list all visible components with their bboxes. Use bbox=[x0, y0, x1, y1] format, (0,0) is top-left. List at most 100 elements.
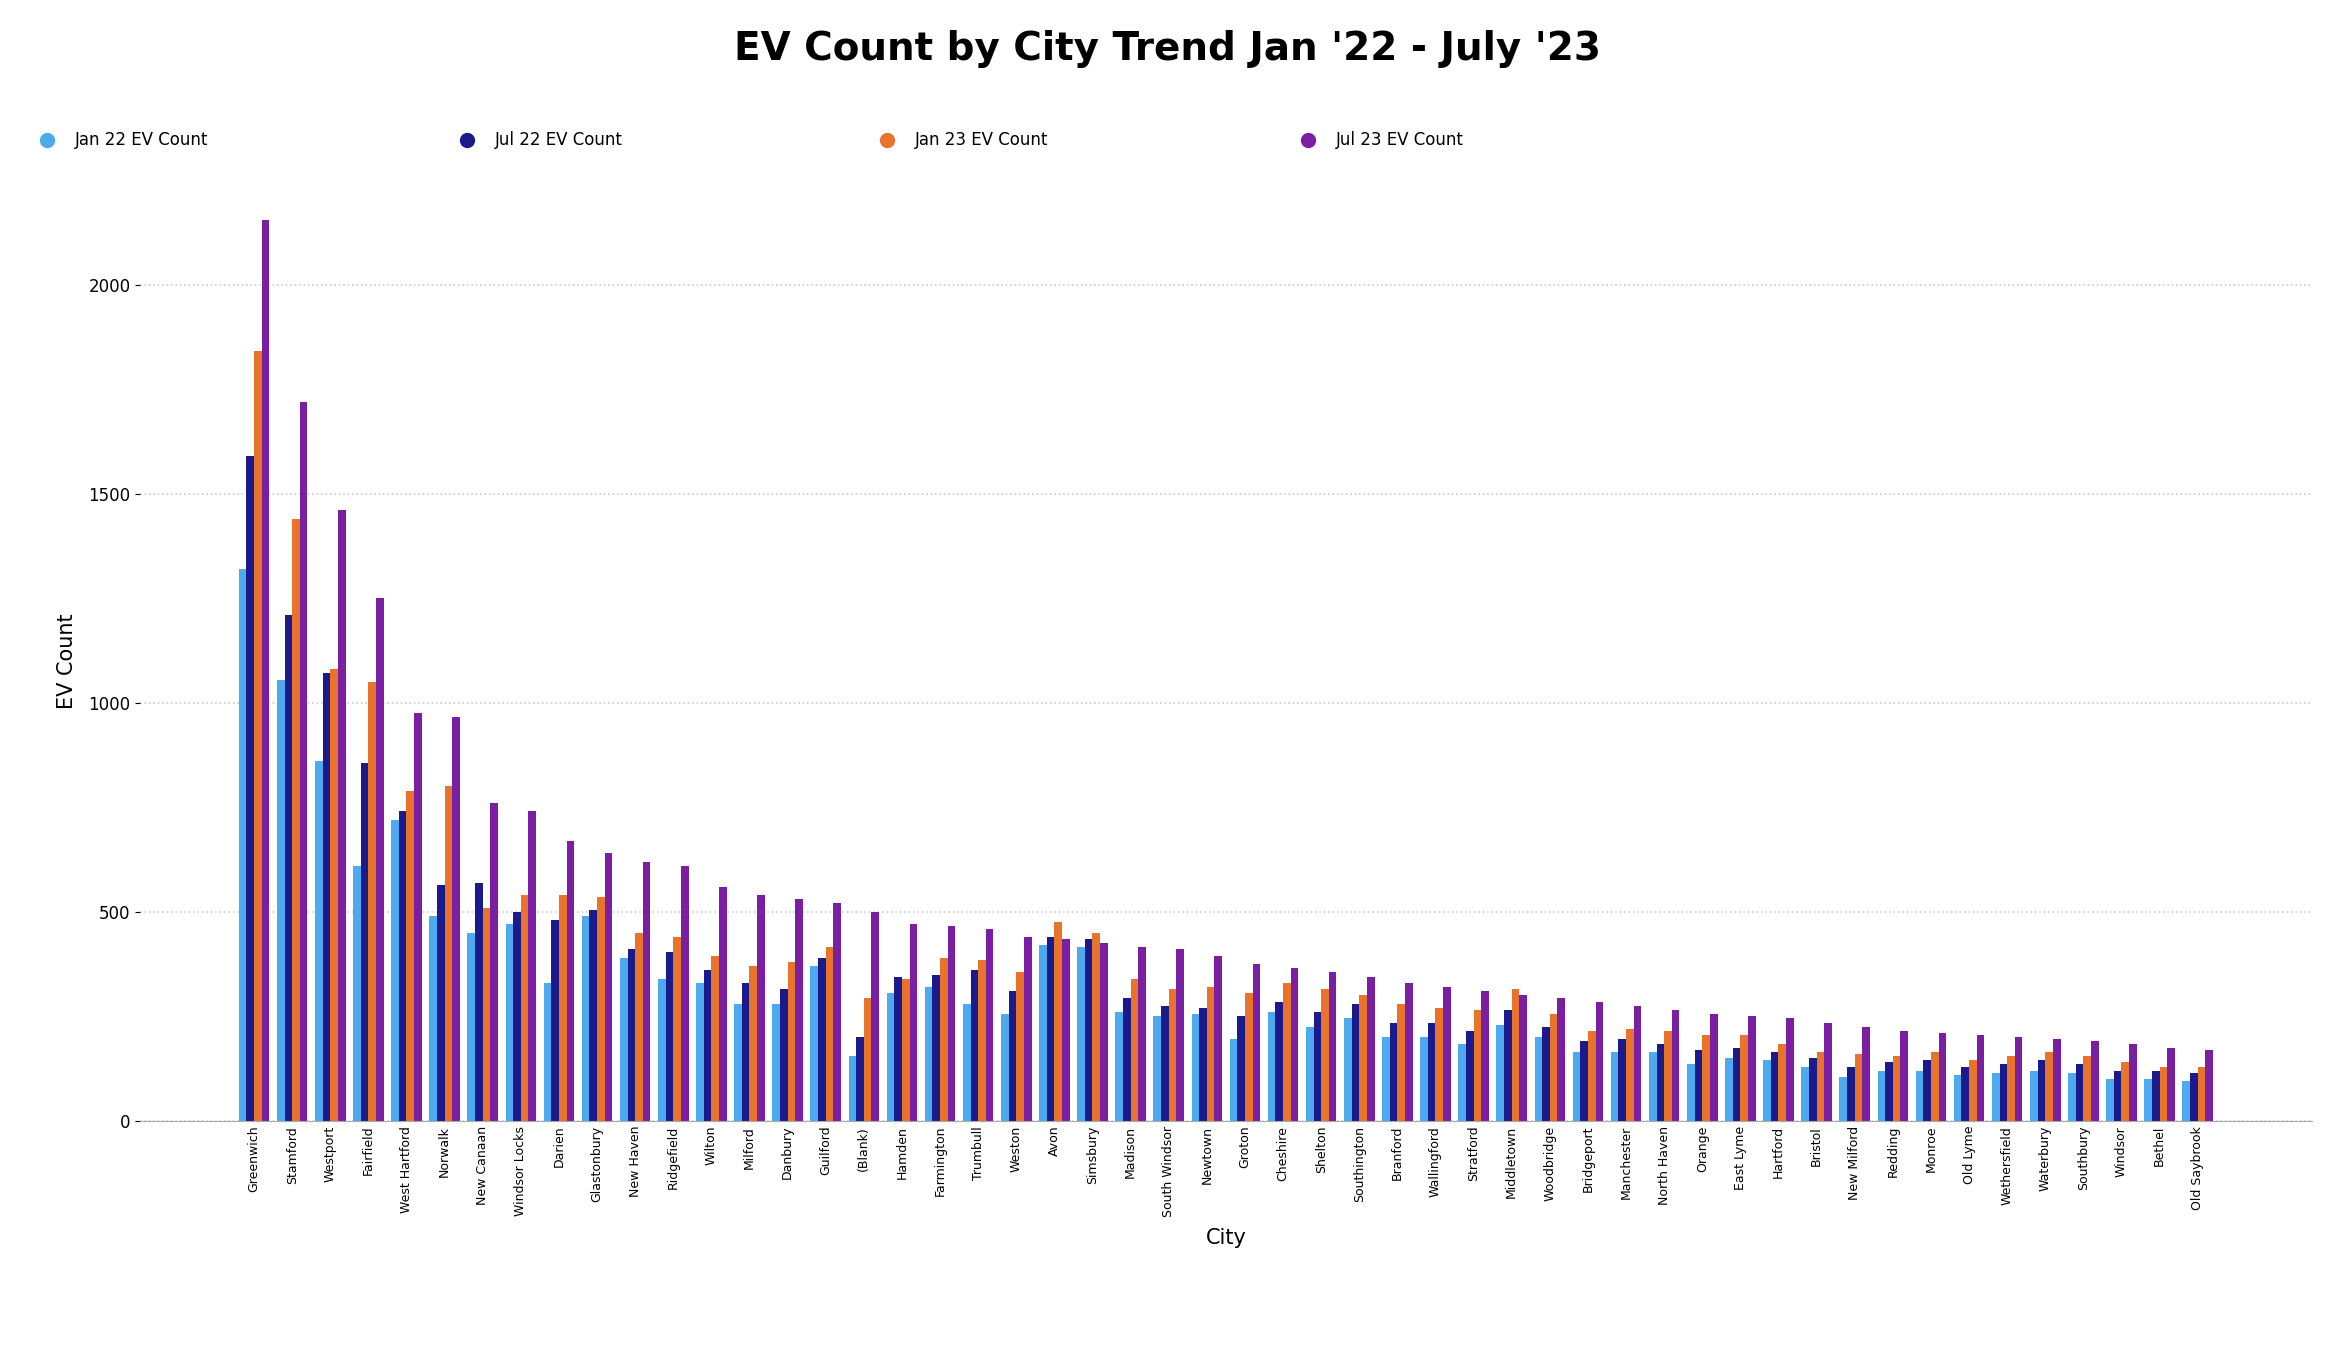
Bar bbox=[665, 951, 672, 1121]
Bar bbox=[635, 932, 642, 1121]
Bar bbox=[507, 924, 514, 1121]
Bar bbox=[864, 998, 871, 1121]
Bar bbox=[605, 853, 612, 1121]
Bar bbox=[322, 674, 329, 1121]
Bar bbox=[1581, 1042, 1588, 1121]
Bar bbox=[262, 220, 269, 1121]
Bar bbox=[444, 786, 453, 1121]
Bar bbox=[1382, 1038, 1389, 1121]
Bar bbox=[1810, 1058, 1817, 1121]
Bar bbox=[299, 402, 308, 1121]
Bar bbox=[1429, 1023, 1436, 1121]
Bar bbox=[658, 979, 665, 1121]
Bar bbox=[1093, 932, 1100, 1121]
Bar bbox=[292, 518, 299, 1121]
Bar bbox=[1779, 1043, 1786, 1121]
Bar bbox=[682, 865, 689, 1121]
Bar bbox=[588, 910, 598, 1121]
Bar bbox=[2069, 1073, 2076, 1121]
Bar bbox=[1749, 1017, 1756, 1121]
Bar bbox=[1999, 1065, 2008, 1121]
Bar bbox=[1541, 1027, 1550, 1121]
Bar bbox=[2052, 1039, 2059, 1121]
Bar bbox=[672, 936, 682, 1121]
Bar bbox=[1231, 1039, 1238, 1121]
Bar bbox=[834, 904, 841, 1121]
Bar bbox=[2204, 1050, 2214, 1121]
Bar bbox=[278, 679, 285, 1121]
Bar bbox=[1214, 956, 1221, 1121]
Bar bbox=[827, 947, 834, 1121]
Bar bbox=[948, 927, 955, 1121]
Bar bbox=[238, 569, 248, 1121]
Bar bbox=[1877, 1070, 1884, 1121]
Bar bbox=[413, 714, 423, 1121]
Bar bbox=[1016, 972, 1023, 1121]
Text: Jul 23 EV Count: Jul 23 EV Count bbox=[1336, 131, 1464, 149]
Bar bbox=[1002, 1014, 1009, 1121]
Bar bbox=[1116, 1012, 1123, 1121]
Bar bbox=[2183, 1081, 2190, 1121]
Bar bbox=[2029, 1070, 2038, 1121]
Bar bbox=[1473, 1010, 1480, 1121]
Bar bbox=[1268, 1012, 1275, 1121]
Bar bbox=[567, 841, 574, 1121]
Bar bbox=[941, 958, 948, 1121]
Bar bbox=[1329, 972, 1336, 1121]
Bar bbox=[712, 956, 719, 1121]
Bar bbox=[1992, 1073, 1999, 1121]
Bar bbox=[1352, 1003, 1359, 1121]
Bar bbox=[2076, 1065, 2083, 1121]
Bar bbox=[1076, 947, 1086, 1121]
Bar bbox=[780, 990, 787, 1121]
Bar bbox=[1884, 1062, 1894, 1121]
Bar bbox=[1238, 1017, 1245, 1121]
Bar bbox=[887, 994, 894, 1121]
Bar bbox=[1649, 1053, 1656, 1121]
Bar bbox=[2015, 1038, 2022, 1121]
Bar bbox=[1252, 964, 1261, 1121]
Text: Jul 22 EV Count: Jul 22 EV Count bbox=[495, 131, 623, 149]
Bar bbox=[1611, 1053, 1618, 1121]
Bar bbox=[962, 1003, 971, 1121]
Y-axis label: EV Count: EV Count bbox=[56, 614, 77, 708]
Bar bbox=[1931, 1053, 1938, 1121]
Bar bbox=[703, 971, 712, 1121]
Bar bbox=[2083, 1057, 2090, 1121]
Bar bbox=[901, 979, 911, 1121]
X-axis label: City: City bbox=[1205, 1228, 1247, 1248]
Bar bbox=[1443, 987, 1450, 1121]
Bar bbox=[1366, 976, 1375, 1121]
Bar bbox=[1480, 991, 1490, 1121]
Bar bbox=[255, 351, 262, 1121]
Text: EV Count by City Trend Jan '22 - July '23: EV Count by City Trend Jan '22 - July '2… bbox=[733, 30, 1602, 68]
Bar bbox=[1130, 979, 1137, 1121]
Bar bbox=[925, 987, 932, 1121]
Bar bbox=[1550, 1014, 1557, 1121]
Bar bbox=[1672, 1010, 1679, 1121]
Bar bbox=[1618, 1039, 1625, 1121]
Bar bbox=[978, 960, 985, 1121]
Bar bbox=[1046, 936, 1055, 1121]
Bar bbox=[1733, 1047, 1740, 1121]
Bar bbox=[1207, 987, 1214, 1121]
Bar bbox=[2113, 1070, 2123, 1121]
Bar bbox=[1055, 923, 1062, 1121]
Bar bbox=[871, 912, 878, 1121]
Bar bbox=[1968, 1061, 1978, 1121]
Bar bbox=[490, 804, 497, 1121]
Bar bbox=[1656, 1043, 1665, 1121]
Bar bbox=[628, 950, 635, 1121]
Bar bbox=[1595, 1002, 1604, 1121]
Text: Jan 23 EV Count: Jan 23 EV Count bbox=[915, 131, 1048, 149]
Bar bbox=[453, 718, 460, 1121]
Bar bbox=[932, 975, 941, 1121]
Bar bbox=[474, 883, 483, 1121]
Bar bbox=[1497, 1025, 1504, 1121]
Bar bbox=[399, 812, 406, 1121]
Bar bbox=[1039, 946, 1046, 1121]
Bar bbox=[315, 761, 322, 1121]
Bar bbox=[353, 865, 362, 1121]
Bar bbox=[430, 916, 437, 1121]
Bar bbox=[467, 932, 474, 1121]
